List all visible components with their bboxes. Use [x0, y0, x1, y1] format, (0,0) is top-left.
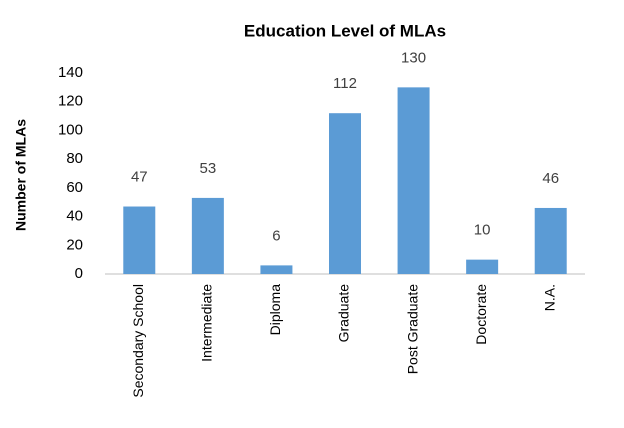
x-tick-label: Intermediate [199, 284, 215, 362]
y-tick-label: 60 [66, 179, 83, 196]
chart-title: Education Level of MLAs [244, 21, 446, 40]
y-tick-label: 40 [66, 208, 83, 225]
x-tick-label: Secondary School [130, 284, 146, 398]
x-tick-label: N.A. [541, 284, 557, 311]
bar [534, 207, 567, 274]
bar [466, 259, 499, 274]
y-tick-label: 140 [58, 64, 83, 81]
data-label: 53 [200, 160, 217, 177]
data-label: 112 [333, 75, 357, 92]
data-label: 130 [401, 49, 426, 66]
bar [397, 87, 430, 274]
y-tick-label: 100 [58, 121, 83, 138]
y-tick-label: 0 [75, 265, 83, 282]
bar [123, 206, 156, 274]
x-tick-label: Diploma [267, 284, 283, 336]
bar [329, 113, 361, 274]
data-label: 10 [474, 222, 491, 239]
bar [260, 265, 293, 274]
y-tick-label: 80 [66, 150, 83, 167]
y-axis-label: Number of MLAs [13, 119, 29, 231]
x-tick-label: Doctorate [473, 284, 489, 345]
bar [191, 197, 224, 274]
data-label: 46 [542, 170, 559, 187]
x-tick-label: Post Graduate [404, 284, 420, 374]
x-tick-label: Graduate [336, 284, 352, 343]
data-label: 6 [272, 227, 280, 244]
data-label: 47 [131, 168, 148, 185]
y-tick-label: 20 [66, 236, 83, 253]
y-tick-label: 120 [58, 93, 83, 110]
